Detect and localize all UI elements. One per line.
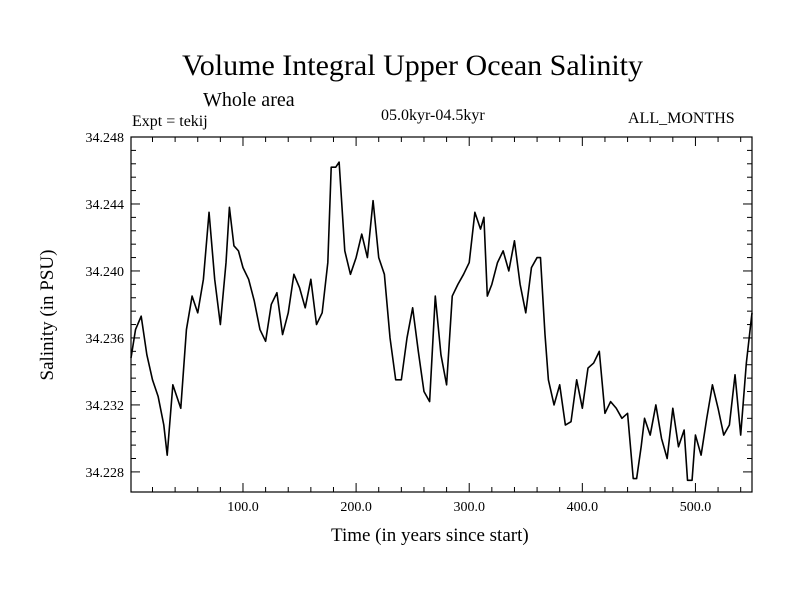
chart-title: Volume Integral Upper Ocean Salinity: [182, 49, 643, 82]
x-tick-label: 300.0: [453, 500, 485, 515]
y-tick-label: 34.232: [86, 399, 125, 414]
experiment-label: Expt = tekij: [132, 113, 208, 130]
chart-subtitle: Whole area: [203, 89, 295, 111]
x-axis-title: Time (in years since start): [331, 525, 529, 546]
axis-ticks: [131, 136, 752, 492]
y-tick-label: 34.240: [86, 265, 125, 280]
period-label: 05.0kyr-04.5kyr: [381, 107, 485, 124]
x-tick-label: 200.0: [340, 500, 372, 515]
months-label: ALL_MONTHS: [628, 110, 735, 127]
series-line-salinity: [130, 161, 753, 482]
x-tick-label: 400.0: [567, 500, 599, 515]
x-tick-label: 100.0: [227, 500, 259, 515]
y-tick-label: 34.228: [86, 466, 125, 481]
x-tick-label: 500.0: [680, 500, 712, 515]
y-tick-label: 34.236: [86, 332, 125, 347]
plot-frame: [130, 136, 753, 493]
axis-tick-labels: 100.0 200.0 300.0 400.0 500.0 34.228 34.232 34.…: [86, 131, 712, 515]
y-tick-label: 34.244: [86, 198, 125, 213]
y-tick-label: 34.248: [86, 131, 125, 146]
